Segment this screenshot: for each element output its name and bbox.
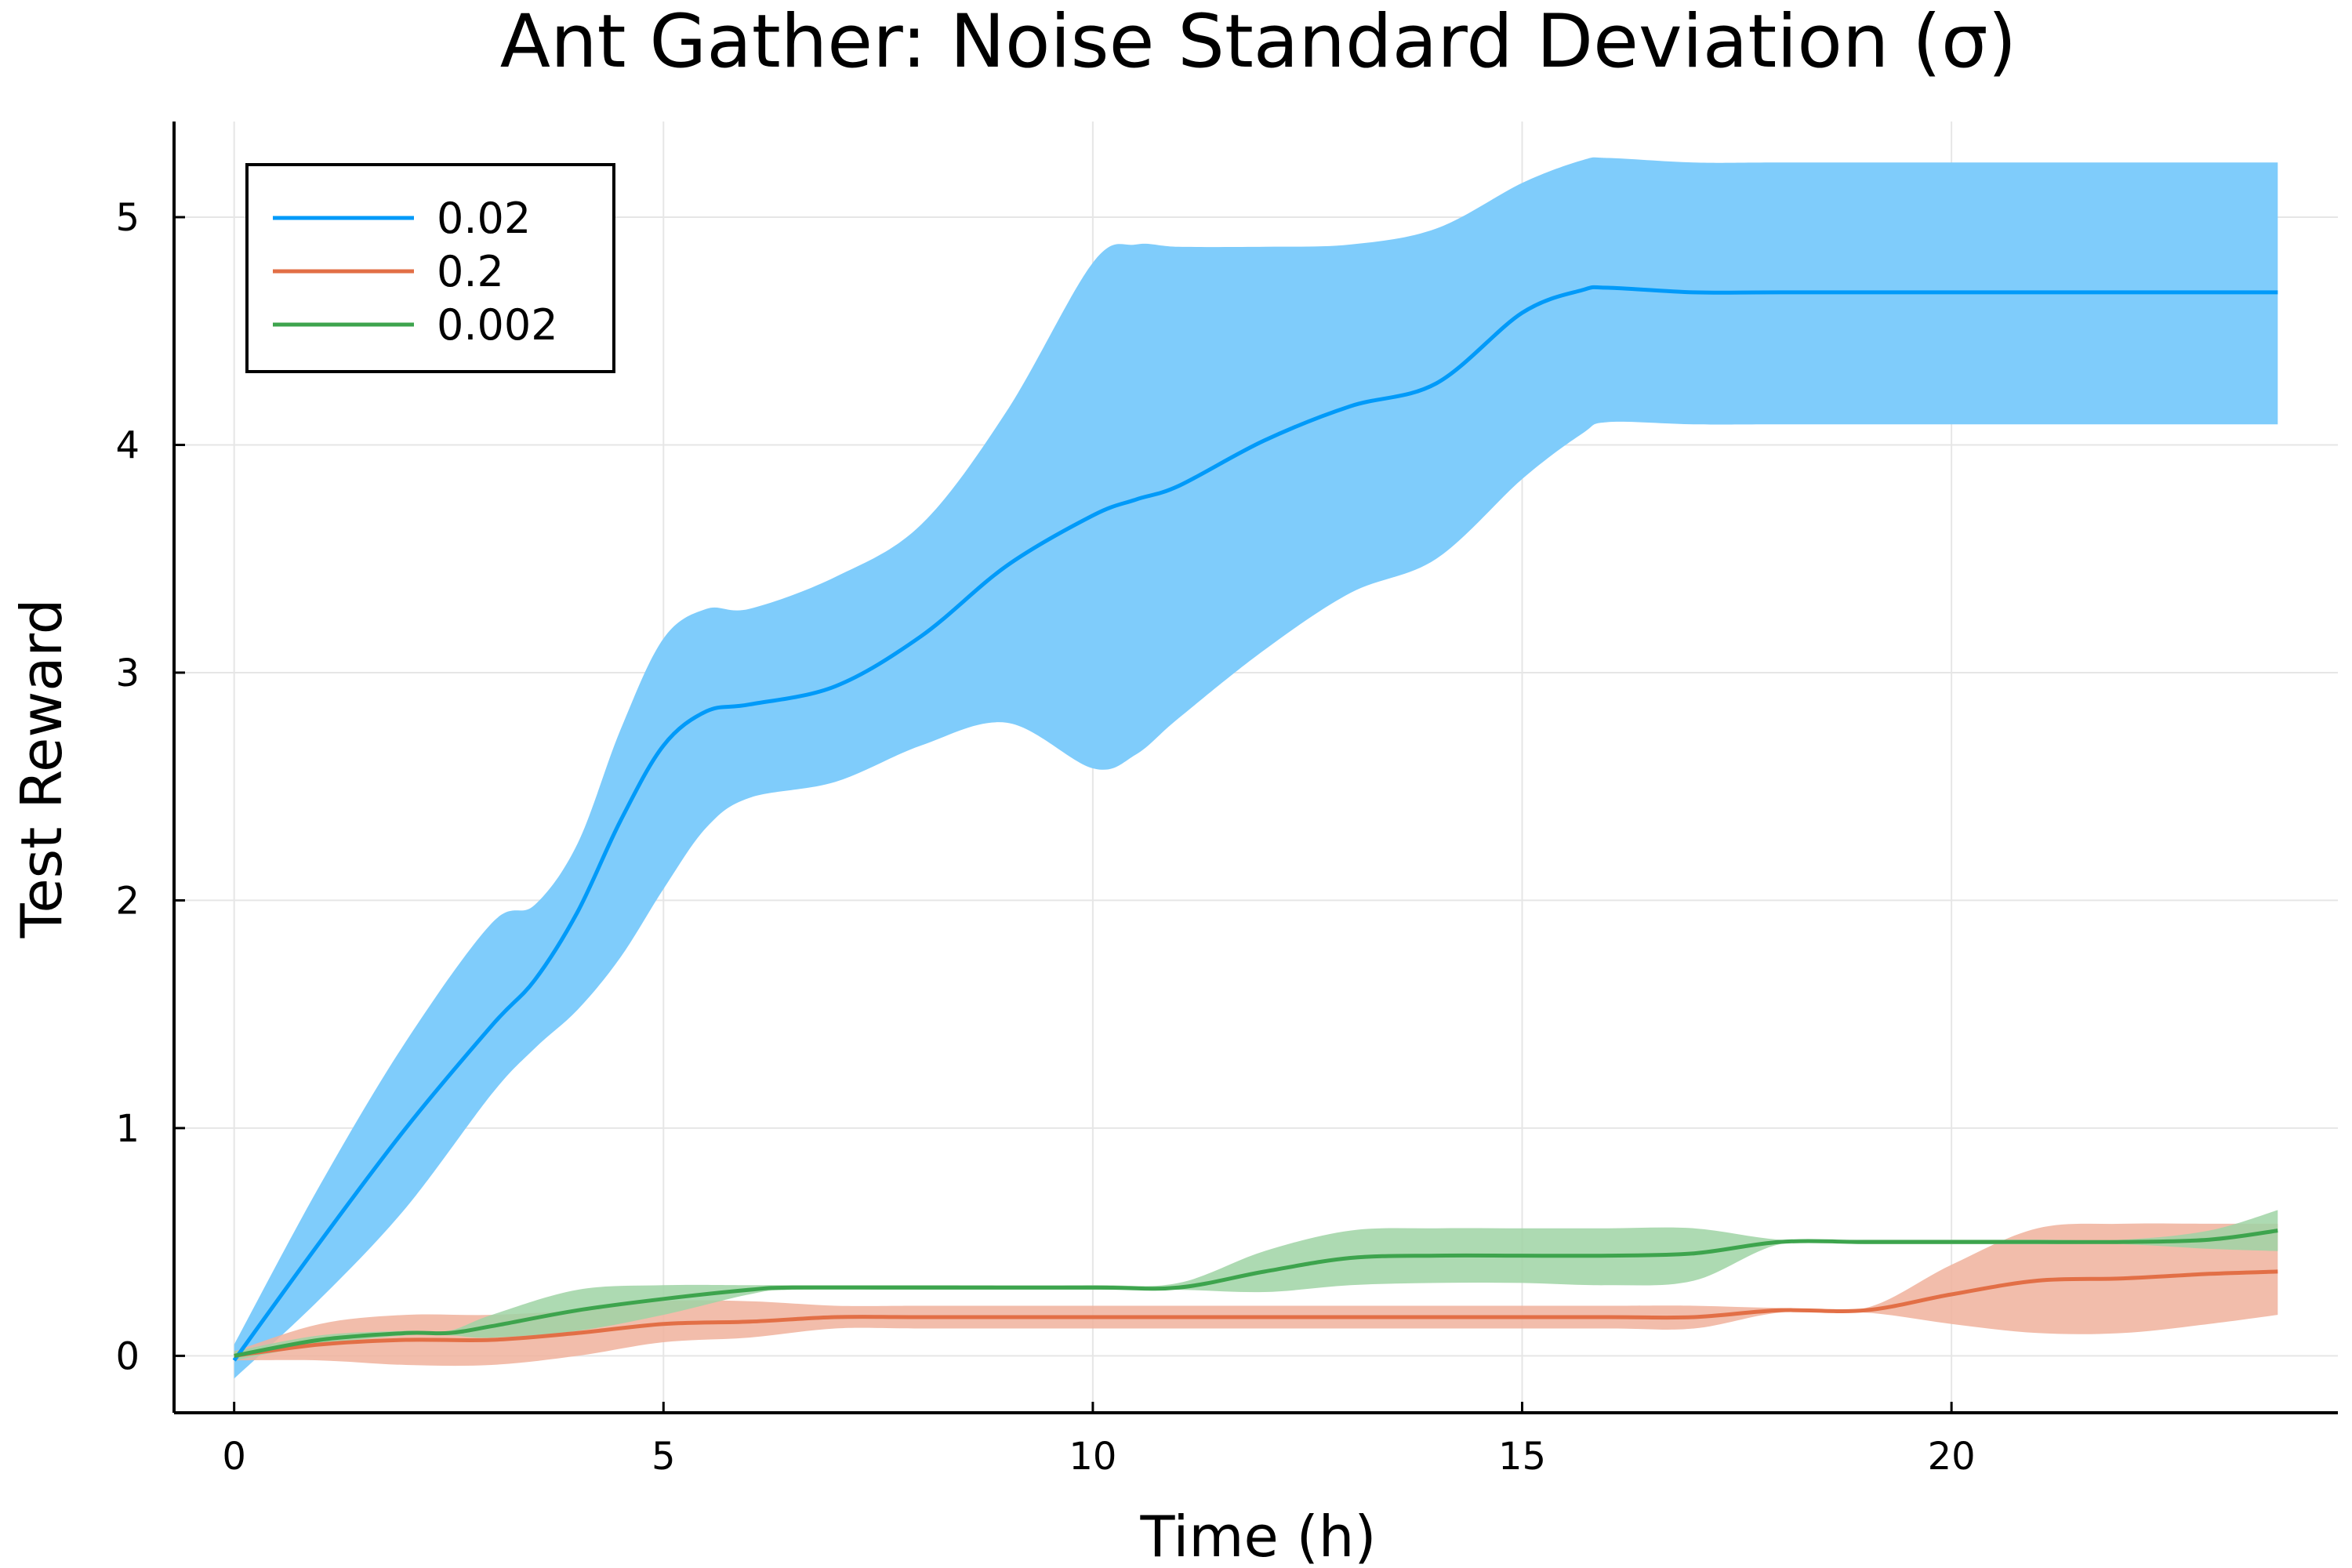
x-tick-label: 0	[222, 1435, 246, 1479]
y-tick-label: 0	[115, 1334, 140, 1378]
y-tick-label: 3	[115, 652, 140, 695]
y-tick-label: 4	[115, 423, 140, 467]
x-tick-label: 5	[652, 1435, 676, 1479]
x-tick-label: 20	[1928, 1435, 1976, 1479]
legend-label-0.2: 0.2	[437, 247, 504, 296]
series-line-0.2	[234, 1269, 2278, 1358]
legend: 0.020.20.002	[245, 163, 615, 373]
x-axis-label: Time (h)	[1140, 1504, 1377, 1568]
legend-label-0.02: 0.02	[437, 194, 531, 243]
axes	[172, 122, 2338, 1414]
x-tick-label: 10	[1069, 1435, 1116, 1479]
x-tick-label: 15	[1498, 1435, 1546, 1479]
y-tick-label: 1	[115, 1107, 140, 1151]
legend-box	[245, 163, 615, 373]
tick-labels: 0 5 10 15 20 0 1 2 3 4 5	[115, 196, 1975, 1479]
series-line-0.002	[234, 1229, 2278, 1358]
chart-title: Ant Gather: Noise Standard Deviation (σ)	[500, 0, 2016, 85]
y-axis-label: Test Reward	[9, 599, 74, 939]
series-line-0.02	[232, 285, 2278, 1362]
band-0.002	[234, 1210, 2278, 1361]
confidence-bands	[234, 157, 2278, 1379]
band-0.2	[234, 1223, 2278, 1367]
y-tick-label: 2	[115, 879, 140, 923]
band-0.02	[234, 157, 2278, 1379]
series-lines	[232, 285, 2278, 1362]
y-tick-label: 5	[115, 196, 140, 240]
legend-label-0.002: 0.002	[437, 300, 558, 350]
